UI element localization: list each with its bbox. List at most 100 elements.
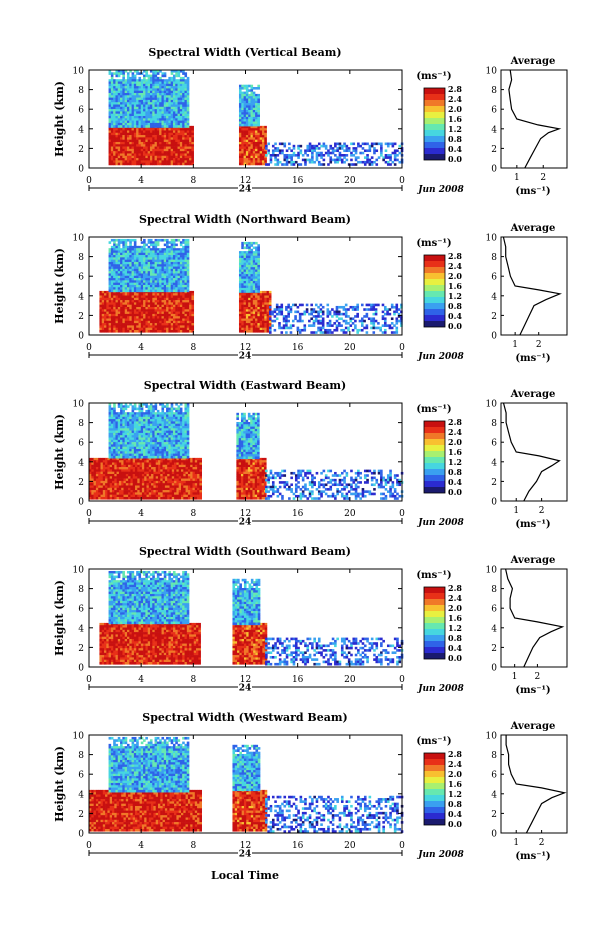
heatmap-cell [160, 464, 163, 468]
heatmap-cell [128, 471, 131, 475]
heatmap-cell [241, 123, 244, 127]
heatmap-cell [238, 114, 242, 118]
heatmap-cell [110, 318, 114, 322]
heatmap-cell [243, 290, 247, 293]
heatmap-cell [299, 151, 303, 155]
heatmap-cell [175, 102, 178, 105]
heatmap-cell [122, 122, 125, 126]
heatmap-cell [154, 97, 158, 101]
heatmap-cell [145, 289, 148, 293]
heatmap-cell [115, 257, 119, 260]
heatmap-cell [133, 248, 137, 251]
heatmap-cell [351, 305, 355, 309]
heatmap-cell [261, 135, 265, 138]
heatmap-cell [245, 255, 249, 259]
heatmap-cell [131, 280, 135, 283]
heatmap-cell [163, 79, 167, 82]
heatmap-cell [245, 146, 249, 150]
heatmap-cell [120, 97, 123, 101]
heatmap-cell [149, 97, 153, 101]
heatmap-cell [108, 255, 112, 258]
heatmap-cell [131, 266, 135, 270]
heatmap-cell [172, 125, 176, 128]
heatmap-cell [112, 473, 115, 477]
heatmap-cell [375, 142, 379, 146]
heatmap-cell [243, 313, 247, 317]
heatmap-cell [248, 110, 251, 113]
heatmap-cell [146, 464, 150, 468]
heatmap-cell [255, 137, 258, 140]
heatmap-cell [143, 88, 146, 91]
heatmap-cell [257, 271, 260, 275]
heatmap-cell [243, 135, 247, 138]
heatmap-cell [114, 467, 117, 470]
heatmap-cell [125, 476, 129, 479]
heatmap-cell [124, 86, 128, 89]
heatmap-cell [283, 158, 287, 162]
heatmap-cell [156, 76, 160, 80]
heatmap-cell [175, 252, 178, 256]
heatmap-cell [238, 116, 242, 120]
heatmap-cell [110, 141, 114, 145]
heatmap-cell [143, 74, 146, 78]
heatmap-cell [172, 120, 176, 124]
heatmap-cell [400, 322, 403, 325]
heatmap-cell [162, 476, 166, 479]
heatmap-cell [250, 139, 254, 143]
heatmap-cell [110, 83, 114, 87]
heatmap-cell [110, 245, 114, 249]
heatmap-cell [163, 309, 167, 312]
heatmap-cell [109, 478, 113, 482]
heatmap-cell [182, 304, 185, 308]
heatmap-cell [317, 319, 320, 323]
heatmap-cell [340, 147, 344, 150]
heatmap-cell [143, 93, 146, 96]
heatmap-cell [143, 102, 146, 105]
heatmap-cell [120, 132, 123, 136]
heatmap-cell [123, 460, 127, 463]
heatmap-cell [255, 121, 258, 125]
heatmap-cell [91, 476, 94, 479]
heatmap-cell [248, 290, 251, 293]
heatmap-cell [133, 268, 137, 272]
heatmap-cell [138, 259, 142, 263]
heatmap-cell [132, 460, 136, 463]
heatmap-cell [285, 324, 288, 327]
heatmap-cell [159, 300, 162, 303]
heatmap-cell [257, 258, 260, 261]
heatmap-cell [241, 278, 244, 282]
heatmap-cell [140, 118, 144, 121]
heatmap-cell [116, 462, 120, 466]
heatmap-cell [121, 476, 124, 479]
heatmap-cell [179, 141, 183, 145]
heatmap-cell [145, 297, 149, 301]
heatmap-cell [173, 293, 176, 296]
heatmap-cell [99, 309, 103, 312]
heatmap-cell [161, 257, 165, 260]
heatmap-cell [179, 271, 183, 274]
heatmap-cell [163, 141, 167, 145]
heatmap-cell [250, 91, 254, 95]
heatmap-cell [175, 311, 178, 315]
heatmap-cell [129, 158, 132, 161]
heatmap-cell [108, 275, 112, 279]
heatmap-cell [101, 318, 105, 322]
heatmap-cell [255, 162, 258, 166]
heatmap-cell [191, 302, 195, 305]
heatmap-cell [266, 290, 270, 294]
heatmap-cell [349, 324, 353, 327]
heatmap-cell [166, 309, 169, 312]
heatmap-cell [156, 238, 160, 242]
heatmap-cell [175, 116, 178, 119]
heatmap-cell [108, 289, 112, 293]
heatmap-cell [152, 125, 155, 128]
heatmap-cell [104, 323, 107, 326]
heatmap-cell [241, 281, 244, 284]
heatmap-cell [170, 109, 174, 112]
heatmap-cell [105, 478, 108, 482]
heatmap-cell [248, 89, 251, 92]
heatmap-cell [140, 282, 144, 286]
heatmap-cell [241, 327, 244, 331]
heatmap-cell [252, 112, 256, 115]
heatmap-cell [177, 151, 181, 154]
